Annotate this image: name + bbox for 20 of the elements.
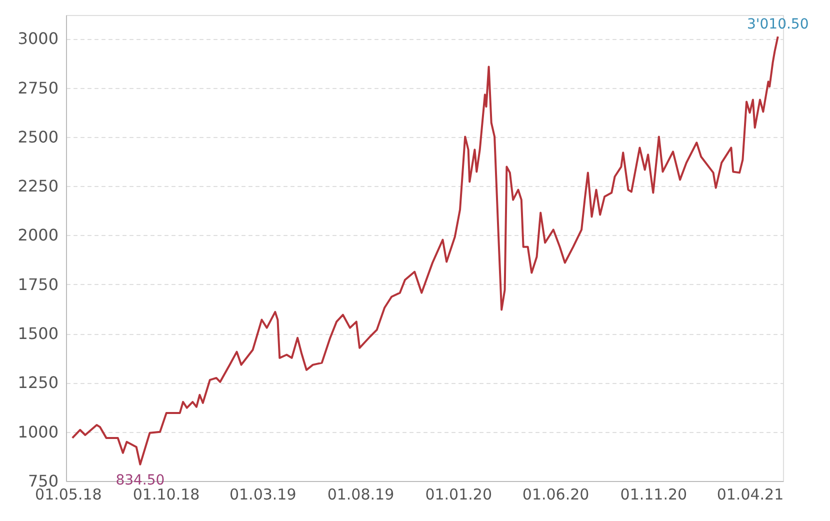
y-tick-label: 1750 [18, 274, 58, 294]
y-tick-label: 3000 [18, 29, 58, 48]
y-tick-label: 1000 [18, 422, 58, 442]
y-tick-label: 2750 [18, 78, 58, 98]
x-tick-label: 01.11.20 [620, 486, 688, 504]
annotation: 3'010.50 [747, 16, 809, 33]
x-tick-label: 01.06.20 [522, 486, 590, 504]
y-tick-label: 2000 [18, 226, 58, 245]
x-tick-label: 01.03.19 [229, 486, 296, 504]
x-tick-label: 01.05.18 [35, 486, 102, 504]
x-tick-label: 01.10.18 [132, 486, 200, 504]
y-tick-label: 1500 [18, 324, 58, 344]
x-tick-label: 01.08.19 [327, 486, 394, 504]
annotation: 834.50 [116, 472, 165, 488]
y-tick-label: 2500 [18, 127, 58, 146]
line-series [71, 36, 779, 466]
x-tick-label: 01.04.21 [716, 486, 784, 504]
y-tick-label: 2250 [18, 176, 58, 196]
x-tick-label: 01.01.20 [425, 486, 492, 504]
y-tick-label: 1250 [18, 373, 58, 392]
